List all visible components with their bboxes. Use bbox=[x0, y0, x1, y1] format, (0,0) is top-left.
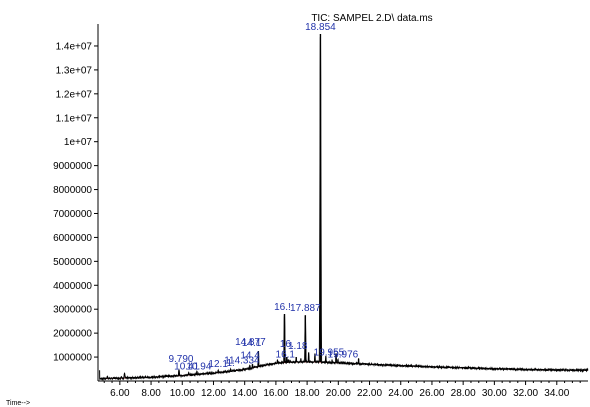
x-tick-label: 28.00 bbox=[451, 388, 476, 399]
chart-title: TIC: SAMPEL 2.D\ data.ms bbox=[311, 13, 432, 24]
x-tick-label: 8.00 bbox=[141, 388, 161, 399]
y-tick-label: 1000000 bbox=[53, 353, 92, 364]
y-tick-label: 1.1e+07 bbox=[56, 113, 93, 124]
y-tick-label: 1e+07 bbox=[64, 137, 93, 148]
peak-label: 10.94 bbox=[186, 361, 211, 372]
y-tick-label: 2000000 bbox=[53, 329, 92, 340]
peak-label: 14.1 bbox=[242, 338, 262, 349]
peak-label: 114.334 bbox=[224, 355, 260, 366]
x-tick-label: 10.00 bbox=[170, 388, 195, 399]
x-tick-label: 26.00 bbox=[419, 388, 444, 399]
x-axis-label: Time--> bbox=[6, 400, 30, 407]
peak-label: 10.41 bbox=[174, 362, 199, 373]
peak-label: 17.887 bbox=[290, 303, 321, 314]
peak-label: 16. bbox=[280, 339, 294, 350]
y-axis: 1000000 2000000 3000000 4000000 5000000 60000… bbox=[53, 24, 99, 381]
y-tick-label: 1.2e+07 bbox=[56, 89, 93, 100]
x-tick-label: 18.00 bbox=[295, 388, 320, 399]
peak-label: 19.976 bbox=[328, 349, 359, 360]
y-tick-label: 9000000 bbox=[53, 161, 92, 172]
x-tick-label: 24.00 bbox=[388, 388, 413, 399]
x-tick-label: 16.00 bbox=[263, 388, 288, 399]
y-tick-label: 6000000 bbox=[53, 233, 92, 244]
x-tick-label: 20.00 bbox=[326, 388, 351, 399]
peak-label: 12.1 bbox=[208, 359, 228, 370]
peak-label: 16.! bbox=[274, 302, 291, 313]
peak-label: 19.955 bbox=[314, 347, 345, 358]
peak-label: 16.1 bbox=[276, 349, 296, 360]
y-tick-label: 4000000 bbox=[53, 281, 92, 292]
peak-label: 14.4 bbox=[240, 351, 260, 362]
x-tick-label: 22.00 bbox=[357, 388, 382, 399]
y-tick-label: 1.4e+07 bbox=[56, 41, 93, 52]
x-axis: 6.00 8.00 10.00 12.00 14.00 16.00 18.00 20.00 22… bbox=[98, 380, 588, 399]
y-tick-label: 1.3e+07 bbox=[56, 65, 93, 76]
peak-label: 14.877 bbox=[235, 337, 266, 348]
y-tick-label: 7000000 bbox=[53, 209, 92, 220]
x-tick-label: 32.00 bbox=[513, 388, 538, 399]
x-tick-label: 14.00 bbox=[232, 388, 257, 399]
y-tick-label: 8000000 bbox=[53, 185, 92, 196]
x-tick-label: 12.00 bbox=[201, 388, 226, 399]
peak-label: 18.854 bbox=[305, 22, 336, 33]
y-tick-label: 5000000 bbox=[53, 257, 92, 268]
peak-lines bbox=[178, 34, 339, 376]
x-tick-label: 34.00 bbox=[544, 388, 569, 399]
y-tick-label: 3000000 bbox=[53, 305, 92, 316]
x-tick-label: 30.00 bbox=[482, 388, 507, 399]
tic-trace bbox=[99, 37, 589, 381]
peak-label: 1: bbox=[226, 358, 234, 369]
x-tick-label: 6.00 bbox=[110, 388, 130, 399]
peak-label: 1.18 bbox=[288, 341, 308, 352]
peak-label: 9.790 bbox=[168, 354, 193, 365]
